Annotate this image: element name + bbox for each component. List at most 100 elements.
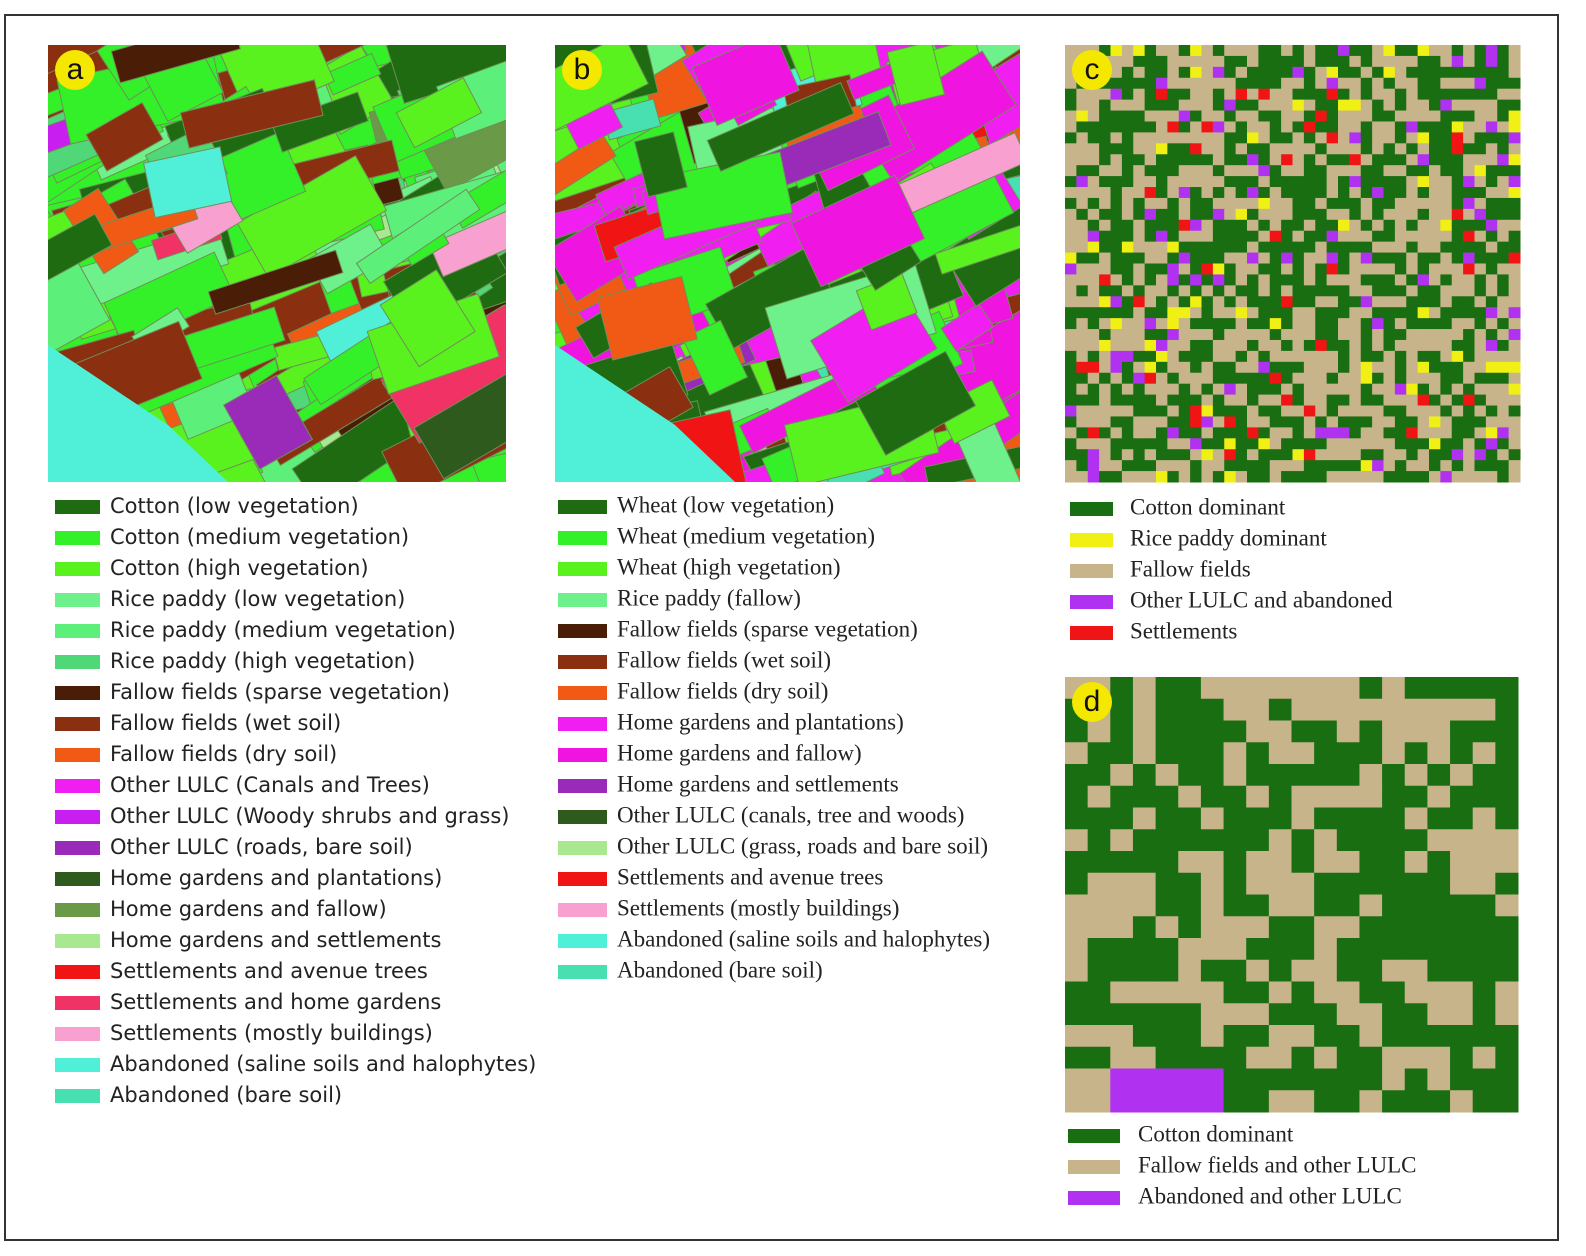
map-cell bbox=[1440, 208, 1453, 221]
map-cell bbox=[1156, 318, 1168, 330]
map-cell bbox=[1156, 361, 1168, 374]
map-cell bbox=[1224, 197, 1237, 210]
map-cell bbox=[1269, 88, 1282, 101]
map-cell bbox=[1200, 894, 1225, 917]
map-cell bbox=[1167, 350, 1180, 363]
map-cell bbox=[1121, 66, 1134, 79]
map-cell bbox=[1472, 742, 1496, 765]
map-cell bbox=[1451, 274, 1464, 286]
map-cell bbox=[1144, 372, 1157, 385]
map-cell bbox=[1281, 219, 1293, 232]
map-cell bbox=[1087, 742, 1111, 765]
map-cell bbox=[1463, 230, 1475, 243]
map-cell bbox=[1178, 872, 1202, 895]
legend-label: Rice paddy (high vegetation) bbox=[110, 649, 415, 673]
map-cell bbox=[1133, 438, 1146, 450]
map-cell bbox=[1417, 55, 1430, 68]
map-cell bbox=[1224, 143, 1237, 155]
map-cell bbox=[1383, 208, 1396, 221]
map-cell bbox=[1076, 197, 1089, 210]
map-cell bbox=[1110, 416, 1123, 428]
map-cell bbox=[1110, 742, 1134, 765]
map-cell bbox=[1087, 339, 1100, 352]
map-cell bbox=[1110, 383, 1123, 396]
map-cell bbox=[1383, 350, 1396, 363]
map-cell bbox=[1281, 372, 1293, 385]
map-cell bbox=[1281, 329, 1293, 341]
map-cell bbox=[1247, 99, 1259, 112]
map-image bbox=[48, 45, 506, 482]
map-cell bbox=[1440, 176, 1453, 188]
map-cell bbox=[1212, 176, 1225, 188]
map-cell bbox=[1167, 372, 1180, 385]
map-cell bbox=[1383, 66, 1396, 79]
map-cell bbox=[1258, 241, 1271, 254]
map-cell bbox=[1144, 361, 1157, 374]
map-cell bbox=[1440, 471, 1453, 483]
map-cell bbox=[1212, 77, 1225, 90]
map-cell bbox=[1314, 894, 1338, 917]
map-cell bbox=[1383, 252, 1396, 264]
map-cell bbox=[1076, 110, 1089, 122]
map-cell bbox=[1087, 121, 1100, 133]
map-cell bbox=[1406, 252, 1419, 264]
map-cell bbox=[1291, 764, 1315, 787]
map-cell bbox=[1144, 350, 1157, 363]
map-cell bbox=[1349, 99, 1362, 112]
map-cell bbox=[1429, 55, 1441, 68]
map-cell bbox=[1132, 698, 1157, 721]
legend-label: Cotton (medium vegetation) bbox=[110, 525, 409, 549]
map-cell bbox=[1201, 307, 1214, 319]
map-cell bbox=[1076, 252, 1089, 264]
map-cell bbox=[1258, 405, 1271, 417]
map-cell bbox=[1315, 252, 1328, 264]
map-cell bbox=[1303, 372, 1316, 385]
map-cell bbox=[1485, 121, 1498, 133]
map-cell bbox=[1336, 938, 1360, 961]
map-cell bbox=[1247, 405, 1259, 417]
map-cell bbox=[1144, 471, 1157, 483]
map-cell bbox=[1372, 329, 1384, 341]
legend-swatch bbox=[1070, 626, 1113, 640]
map-cell bbox=[1383, 394, 1396, 407]
map-cell bbox=[1292, 329, 1305, 341]
map-cell bbox=[1144, 394, 1157, 407]
map-cell bbox=[1065, 339, 1077, 352]
map-cell bbox=[1427, 677, 1451, 700]
legend-swatch bbox=[558, 748, 607, 762]
map-cell bbox=[1247, 143, 1259, 155]
legend-label: Home gardens and settlements bbox=[110, 928, 441, 952]
map-cell bbox=[1291, 785, 1315, 808]
water-body bbox=[555, 345, 735, 482]
map-cell bbox=[1156, 394, 1168, 407]
map-cell bbox=[1110, 274, 1123, 286]
map-cell bbox=[1224, 187, 1237, 199]
map-cell bbox=[1144, 460, 1157, 472]
map-cell bbox=[1269, 208, 1282, 221]
map-cell bbox=[1372, 285, 1384, 297]
panel-tag-circle bbox=[55, 50, 95, 90]
map-cell bbox=[1394, 66, 1407, 79]
map-cell bbox=[1190, 361, 1202, 374]
map-cell bbox=[1178, 252, 1191, 264]
map-cell bbox=[1508, 88, 1521, 101]
map-cell bbox=[1065, 121, 1077, 133]
map-cell bbox=[1394, 329, 1407, 341]
map-cell bbox=[1463, 438, 1475, 450]
map-cell bbox=[1201, 438, 1214, 450]
map-cell bbox=[1303, 197, 1316, 210]
map-cell bbox=[1178, 132, 1191, 144]
map-cell bbox=[1314, 938, 1338, 961]
legend-swatch bbox=[1068, 1160, 1120, 1174]
map-cell bbox=[1212, 219, 1225, 232]
map-cell bbox=[1440, 45, 1453, 57]
map-cell bbox=[1429, 230, 1441, 243]
map-cell bbox=[1359, 959, 1383, 982]
panel-tag: a bbox=[67, 53, 84, 86]
map-cell bbox=[1463, 219, 1475, 232]
map-cell bbox=[1472, 851, 1496, 874]
map-cell bbox=[1121, 339, 1134, 352]
map-cell bbox=[1349, 176, 1362, 188]
map-cell bbox=[1427, 698, 1451, 721]
map-cell bbox=[1497, 99, 1510, 112]
